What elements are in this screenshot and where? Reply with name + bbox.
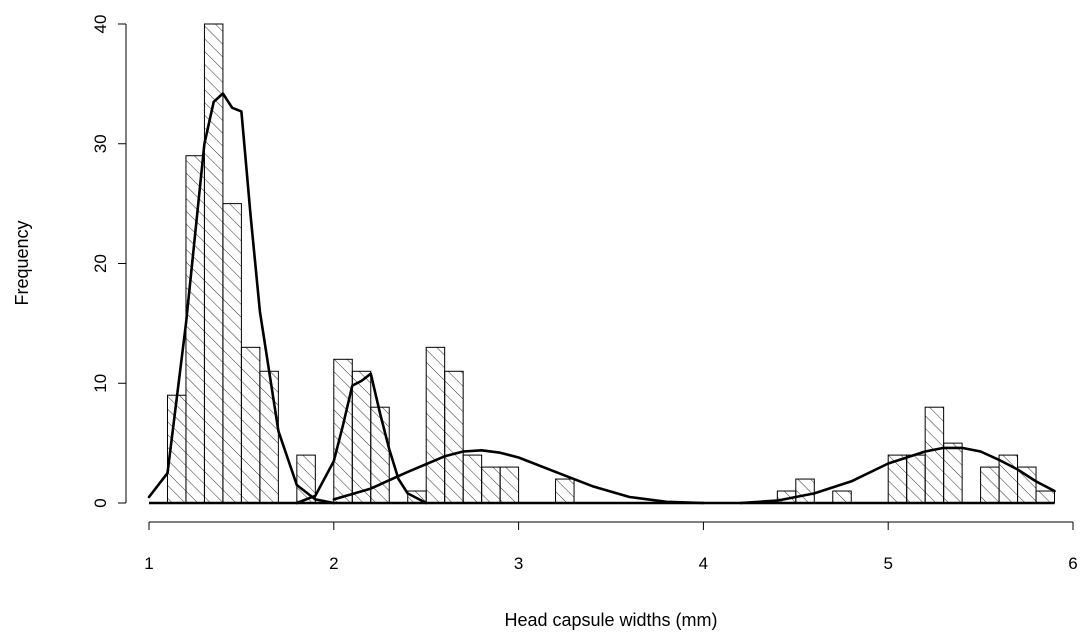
density-curve: [147, 92, 336, 505]
histogram-bar: [980, 466, 1000, 504]
density-curves: [147, 92, 1056, 505]
histogram-bar: [425, 346, 446, 504]
histogram-bar: [943, 442, 963, 504]
density-curve: [739, 446, 1056, 505]
density-curve: [332, 448, 705, 505]
y-axis: 0 10 20 30 40: [91, 15, 127, 508]
y-tick-label: 30: [91, 134, 110, 153]
histogram-bar: [499, 466, 520, 504]
x-tick-label: 5: [883, 554, 892, 573]
x-tick-label: 6: [1068, 554, 1077, 573]
x-axis-title: Head capsule widths (mm): [504, 610, 717, 630]
y-axis-title: Frequency: [12, 220, 32, 305]
histogram-bar: [924, 406, 945, 504]
histogram-bar: [1035, 490, 1056, 504]
histogram-bar: [185, 155, 205, 504]
histogram-bar: [240, 346, 261, 504]
histogram-bar: [259, 370, 279, 504]
x-axis: 1 2 3 4 5 6: [144, 521, 1078, 573]
histogram-bar: [351, 370, 372, 504]
x-tick-label: 4: [699, 554, 708, 573]
histogram-bar: [555, 478, 575, 504]
y-tick-label: 0: [91, 498, 110, 507]
y-tick-label: 10: [91, 374, 110, 393]
y-tick-label: 40: [91, 15, 110, 34]
histogram-bar: [832, 490, 852, 504]
x-tick-label: 2: [329, 554, 338, 573]
y-tick-label: 20: [91, 254, 110, 273]
histogram-bar: [444, 370, 464, 504]
histogram-bar: [462, 454, 483, 504]
chart-axes: 0 10 20 30 40 1 2 3 4 5 6: [91, 15, 1078, 573]
histogram-bar: [481, 466, 501, 504]
histogram-bars: [149, 23, 1056, 505]
x-tick-label: 3: [514, 554, 523, 573]
density-curve: [295, 372, 428, 505]
histogram-bar: [222, 203, 242, 504]
histogram-bar: [333, 358, 353, 504]
histogram-bar: [906, 454, 926, 504]
histogram-bar: [795, 478, 815, 504]
x-tick-label: 1: [144, 554, 153, 573]
